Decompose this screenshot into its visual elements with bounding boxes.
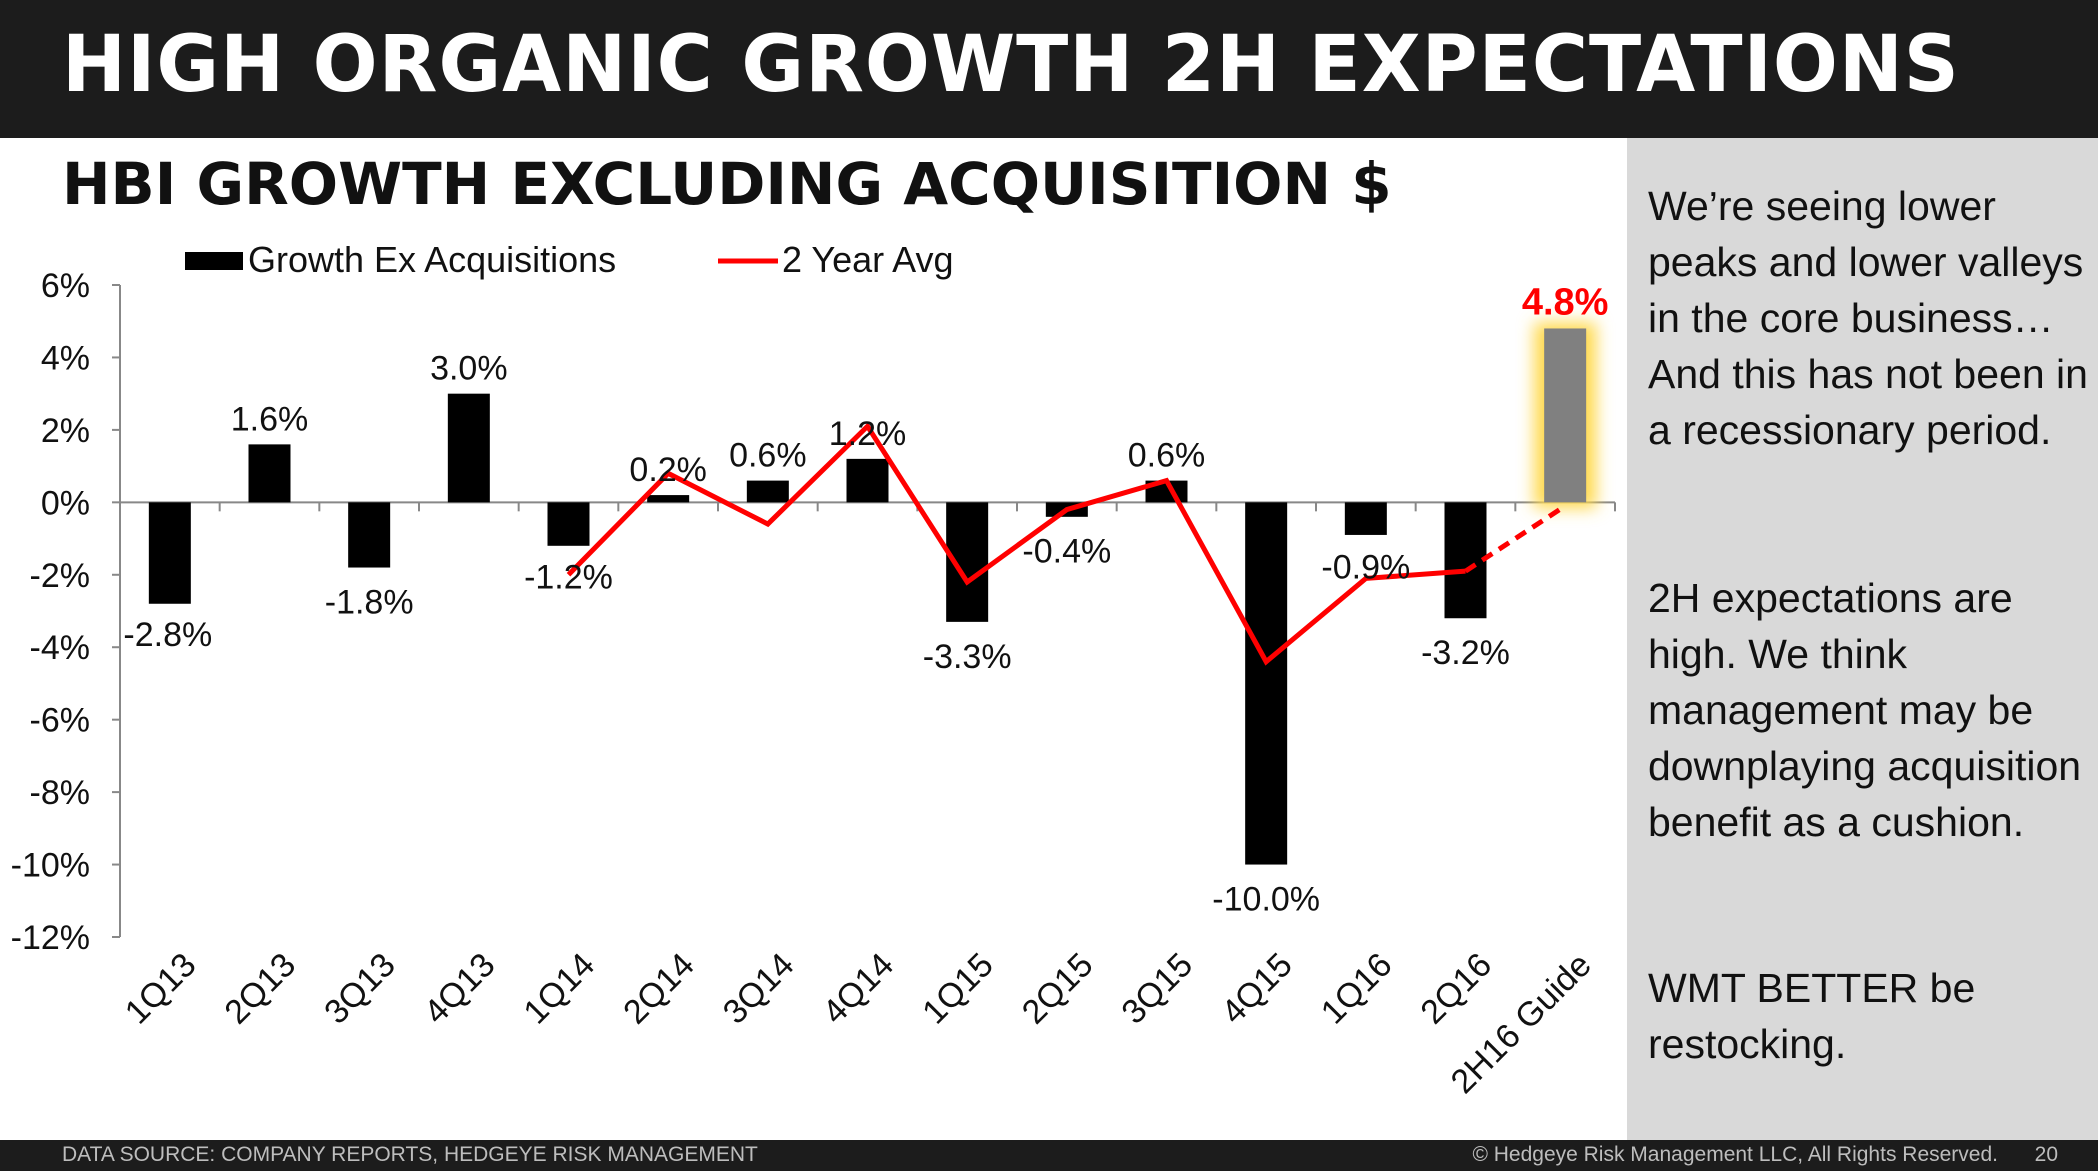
bar-2Q13 — [248, 444, 291, 503]
x-tick-label: 1Q13 — [118, 946, 204, 1032]
x-tick-label: 1Q16 — [1314, 946, 1400, 1032]
slide-header: HIGH ORGANIC GROWTH 2H EXPECTATIONS — [0, 0, 2098, 138]
legend-label-line: 2 Year Avg — [782, 239, 954, 280]
x-tick-label: 2Q13 — [217, 946, 303, 1032]
data-label: 0.6% — [1128, 437, 1206, 475]
line-2-year-avg — [566, 422, 1466, 666]
data-label: 0.2% — [629, 451, 707, 489]
data-label: -0.9% — [1321, 548, 1410, 586]
bar-1Q13 — [148, 502, 191, 604]
data-label: 1.2% — [829, 415, 907, 453]
bar-2Q16 — [1444, 502, 1487, 619]
page-number: 20 — [2034, 1143, 2058, 1166]
data-label: -10.0% — [1212, 881, 1320, 919]
bar-1Q16 — [1344, 502, 1387, 535]
y-tick-label: -4% — [30, 629, 90, 667]
x-tick-label: 4Q15 — [1214, 946, 1300, 1032]
y-tick-label: 0% — [41, 484, 90, 522]
data-label: 3.0% — [430, 350, 508, 388]
x-tick-label: 2Q14 — [616, 946, 702, 1032]
y-tick-label: -10% — [11, 847, 90, 885]
commentary-panel: We’re seeing lower peaks and lower valle… — [1627, 138, 2098, 1140]
bar-3Q14 — [746, 480, 789, 503]
x-tick-label: 2Q15 — [1015, 946, 1101, 1032]
y-tick-label: -8% — [30, 774, 90, 812]
legend-label-bar: Growth Ex Acquisitions — [248, 239, 616, 280]
x-tick-label: 1Q15 — [915, 946, 1001, 1032]
bar-3Q13 — [348, 502, 391, 568]
x-tick-label: 1Q14 — [516, 946, 602, 1032]
x-tick-label: 3Q15 — [1114, 946, 1200, 1032]
bar-4Q14 — [846, 458, 889, 503]
x-tick-label: 4Q13 — [417, 946, 503, 1032]
y-tick-label: 6% — [41, 267, 90, 305]
y-tick-label: 2% — [41, 412, 90, 450]
data-label: -0.4% — [1022, 532, 1111, 570]
data-label: 0.6% — [729, 437, 807, 475]
data-source: DATA SOURCE: COMPANY REPORTS, HEDGEYE RI… — [62, 1143, 758, 1166]
chart-title: HBI GROWTH EXCLUDING ACQUISITION $ — [62, 150, 1392, 218]
data-label: -2.8% — [123, 616, 212, 654]
commentary-para-3: WMT BETTER be restocking. — [1648, 965, 1976, 1067]
legend-swatch-bar — [185, 252, 243, 270]
bar-1Q14 — [547, 502, 590, 546]
bar-2H16 Guide — [1544, 328, 1587, 503]
copyright: © Hedgeye Risk Management LLC, All Right… — [1472, 1143, 1998, 1166]
bar-4Q15 — [1245, 502, 1288, 865]
x-tick-label: 2Q16 — [1413, 946, 1499, 1032]
data-label: -3.2% — [1421, 634, 1510, 672]
data-label: -1.2% — [524, 558, 613, 596]
y-tick-label: -6% — [30, 702, 90, 740]
y-tick-label: -2% — [30, 557, 90, 595]
commentary-para-1: We’re seeing lower peaks and lower valle… — [1648, 183, 2088, 453]
x-tick-label: 3Q13 — [317, 946, 403, 1032]
y-tick-label: -12% — [11, 919, 90, 957]
bar-2Q14 — [647, 495, 690, 503]
slide-title: HIGH ORGANIC GROWTH 2H EXPECTATIONS — [62, 20, 1960, 110]
data-label: 1.6% — [231, 400, 309, 438]
x-tick-label: 3Q14 — [716, 946, 802, 1032]
data-label: -3.3% — [923, 638, 1012, 676]
footer: DATA SOURCE: COMPANY REPORTS, HEDGEYE RI… — [0, 1140, 2098, 1171]
data-label: -1.8% — [325, 584, 414, 622]
commentary-para-2: 2H expectations are high. We think manag… — [1648, 575, 2082, 845]
bar-4Q13 — [447, 393, 490, 503]
y-tick-label: 4% — [41, 339, 90, 377]
x-tick-label: 4Q14 — [815, 946, 901, 1032]
data-label: 4.8% — [1522, 281, 1609, 323]
